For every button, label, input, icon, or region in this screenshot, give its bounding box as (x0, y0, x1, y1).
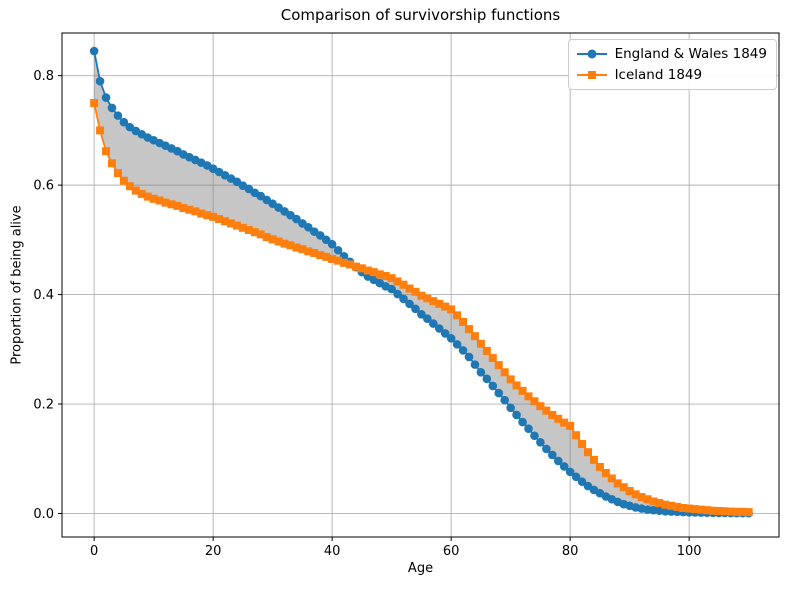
grid-lines (62, 33, 779, 537)
chart-title: Comparison of survivorship functions (280, 6, 561, 24)
legend-key-circle-icon (576, 49, 607, 59)
svg-text:80: 80 (562, 544, 579, 559)
svg-text:20: 20 (205, 544, 222, 559)
x-axis-label: Age (407, 561, 434, 576)
y-axis-tick-labels: 0.0 0.2 0.4 0.6 0.8 (33, 69, 62, 522)
svg-text:0.0: 0.0 (33, 507, 54, 522)
legend: England & Wales 1849 Iceland 1849 (567, 39, 777, 90)
svg-text:0.2: 0.2 (33, 398, 54, 413)
svg-text:0.4: 0.4 (33, 288, 54, 303)
svg-text:40: 40 (324, 544, 341, 559)
series-england-wales-1849 (89, 46, 753, 518)
axes-frame (61, 32, 780, 538)
x-axis-tick-labels: 0 20 40 60 80 100 (90, 537, 702, 559)
series-iceland-1849 (90, 99, 753, 517)
legend-label: England & Wales 1849 (614, 46, 767, 62)
svg-text:0.6: 0.6 (33, 179, 54, 194)
svg-text:100: 100 (677, 544, 702, 559)
svg-text:0.8: 0.8 (33, 69, 54, 84)
legend-item-england-wales: England & Wales 1849 (576, 44, 767, 64)
legend-key-square-icon (576, 71, 607, 79)
legend-label: Iceland 1849 (614, 67, 703, 83)
y-axis-label: Proportion of being alive (9, 205, 25, 365)
area-fill (94, 51, 749, 514)
legend-item-iceland: Iceland 1849 (576, 65, 767, 85)
svg-text:0: 0 (90, 544, 98, 559)
svg-text:60: 60 (443, 544, 460, 559)
